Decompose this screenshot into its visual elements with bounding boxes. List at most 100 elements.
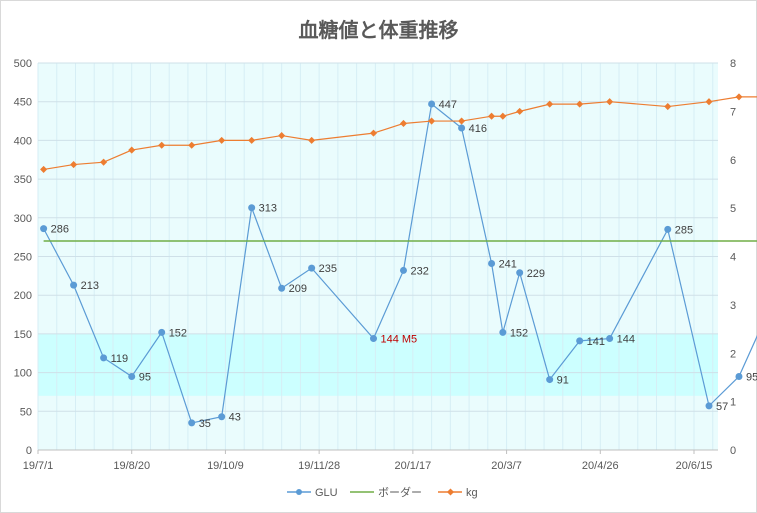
glu-data-point: [100, 354, 108, 362]
glu-data-label: 152: [169, 327, 187, 339]
kg-data-point: [278, 132, 286, 140]
glu-data-label: 447: [439, 99, 457, 111]
glu-data-point: [546, 376, 554, 384]
glu-data-point: [308, 264, 316, 272]
glu-data-label: 213: [81, 280, 99, 292]
glu-data-point: [516, 269, 524, 277]
kg-data-point: [428, 117, 436, 125]
glu-data-label: 141: [587, 336, 605, 348]
kg-data-point: [188, 141, 196, 149]
legend-glu-label: GLU: [315, 487, 338, 499]
glu-data-label: 43: [229, 412, 241, 424]
glu-data-point: [70, 281, 78, 289]
kg-data-point: [100, 158, 108, 166]
kg-data-point: [606, 98, 614, 106]
y-left-tick-label: 0: [26, 445, 32, 457]
glu-data-point: [499, 328, 507, 336]
x-tick-label: 20/4/26: [582, 460, 619, 472]
kg-data-point: [458, 117, 466, 125]
kg-data-point: [399, 119, 408, 128]
glu-data-label: 152: [510, 327, 528, 339]
glu-data-point: [278, 284, 286, 292]
y-right-tick-label: 7: [730, 106, 736, 118]
kg-data-point: [499, 112, 507, 120]
y-right-tick-label: 5: [730, 203, 736, 215]
legend-kg-label: kg: [466, 487, 478, 499]
glu-data-point: [735, 372, 743, 380]
glu-data-point: [369, 335, 377, 343]
chart-title: 血糖値と体重推移: [298, 18, 459, 42]
glu-data-label: 285: [675, 224, 693, 236]
y-left-tick-label: 300: [14, 213, 32, 225]
y-left-tick-label: 400: [14, 135, 32, 147]
glu-data-point: [458, 124, 466, 132]
glu-data-point: [488, 259, 496, 267]
glu-data-label: 241: [499, 258, 517, 270]
glu-data-point: [158, 328, 166, 336]
glu-data-label: 119: [111, 353, 129, 365]
glu-data-point: [40, 225, 48, 233]
kg-data-point: [705, 98, 713, 106]
y-right-tick-label: 3: [730, 300, 736, 312]
x-tick-label: 19/11/28: [298, 460, 340, 472]
glu-data-label: 416: [469, 123, 487, 135]
glu-data-label: 144 M5: [380, 334, 417, 346]
y-left-tick-label: 250: [14, 252, 32, 264]
glu-data-label: 144: [617, 334, 635, 346]
y-right-tick-label: 8: [730, 58, 736, 70]
kg-data-point: [735, 93, 743, 101]
y-left-tick-label: 500: [14, 58, 32, 70]
kg-data-point: [70, 161, 78, 169]
kg-data-point: [248, 136, 256, 144]
kg-data-point: [128, 146, 136, 154]
glu-data-label: 57: [716, 401, 728, 413]
glu-data-point: [428, 100, 436, 108]
kg-data-point: [218, 136, 226, 144]
glu-data-point: [705, 402, 713, 410]
kg-data-point: [576, 100, 584, 108]
kg-data-point: [308, 136, 316, 144]
y-left-tick-label: 450: [14, 97, 32, 109]
y-right-tick-label: 4: [730, 252, 736, 264]
glu-data-label: 95: [139, 371, 151, 383]
y-right-tick-label: 6: [730, 155, 736, 167]
glu-data-label: 35: [199, 418, 211, 430]
kg-data-point: [516, 107, 524, 115]
y-right-tick-label: 2: [730, 348, 736, 360]
x-tick-label: 20/6/15: [676, 460, 713, 472]
legend-border-label: ボーダー: [378, 485, 422, 499]
kg-data-point: [40, 165, 48, 173]
y-left-tick-label: 200: [14, 290, 32, 302]
glu-data-point: [606, 335, 614, 343]
kg-data-point: [369, 129, 378, 137]
glu-data-label: 235: [319, 263, 337, 275]
glu-data-point: [399, 266, 407, 274]
glu-data-label: 313: [259, 203, 277, 215]
kg-data-point: [546, 100, 554, 108]
legend-glu-marker: [296, 489, 302, 495]
glu-data-label: 91: [557, 375, 569, 387]
glu-data-label: 209: [289, 283, 307, 295]
target-range-band: [38, 333, 718, 396]
x-tick-label: 20/3/7: [491, 460, 522, 472]
y-left-tick-label: 150: [14, 329, 32, 341]
y-right-tick-label: 1: [730, 397, 736, 409]
glu-data-point: [128, 372, 136, 380]
x-tick-label: 19/10/9: [207, 460, 244, 472]
x-tick-label: 19/7/1: [23, 460, 54, 472]
kg-data-point: [664, 103, 672, 111]
glu-data-label: 95: [746, 371, 757, 383]
y-right-tick-label: 0: [730, 445, 736, 457]
glu-data-point: [188, 419, 196, 427]
glu-data-point: [664, 225, 672, 233]
y-left-tick-label: 350: [14, 174, 32, 186]
y-left-tick-label: 100: [14, 368, 32, 380]
legend-kg-marker: [446, 488, 455, 496]
glu-data-label: 286: [51, 224, 69, 236]
y-left-tick-label: 50: [20, 406, 32, 418]
glu-data-label: 229: [527, 268, 545, 280]
x-tick-label: 20/1/17: [395, 460, 432, 472]
glu-data-label: 232: [410, 265, 428, 277]
x-tick-label: 19/8/20: [113, 460, 150, 472]
kg-data-point: [488, 112, 496, 120]
